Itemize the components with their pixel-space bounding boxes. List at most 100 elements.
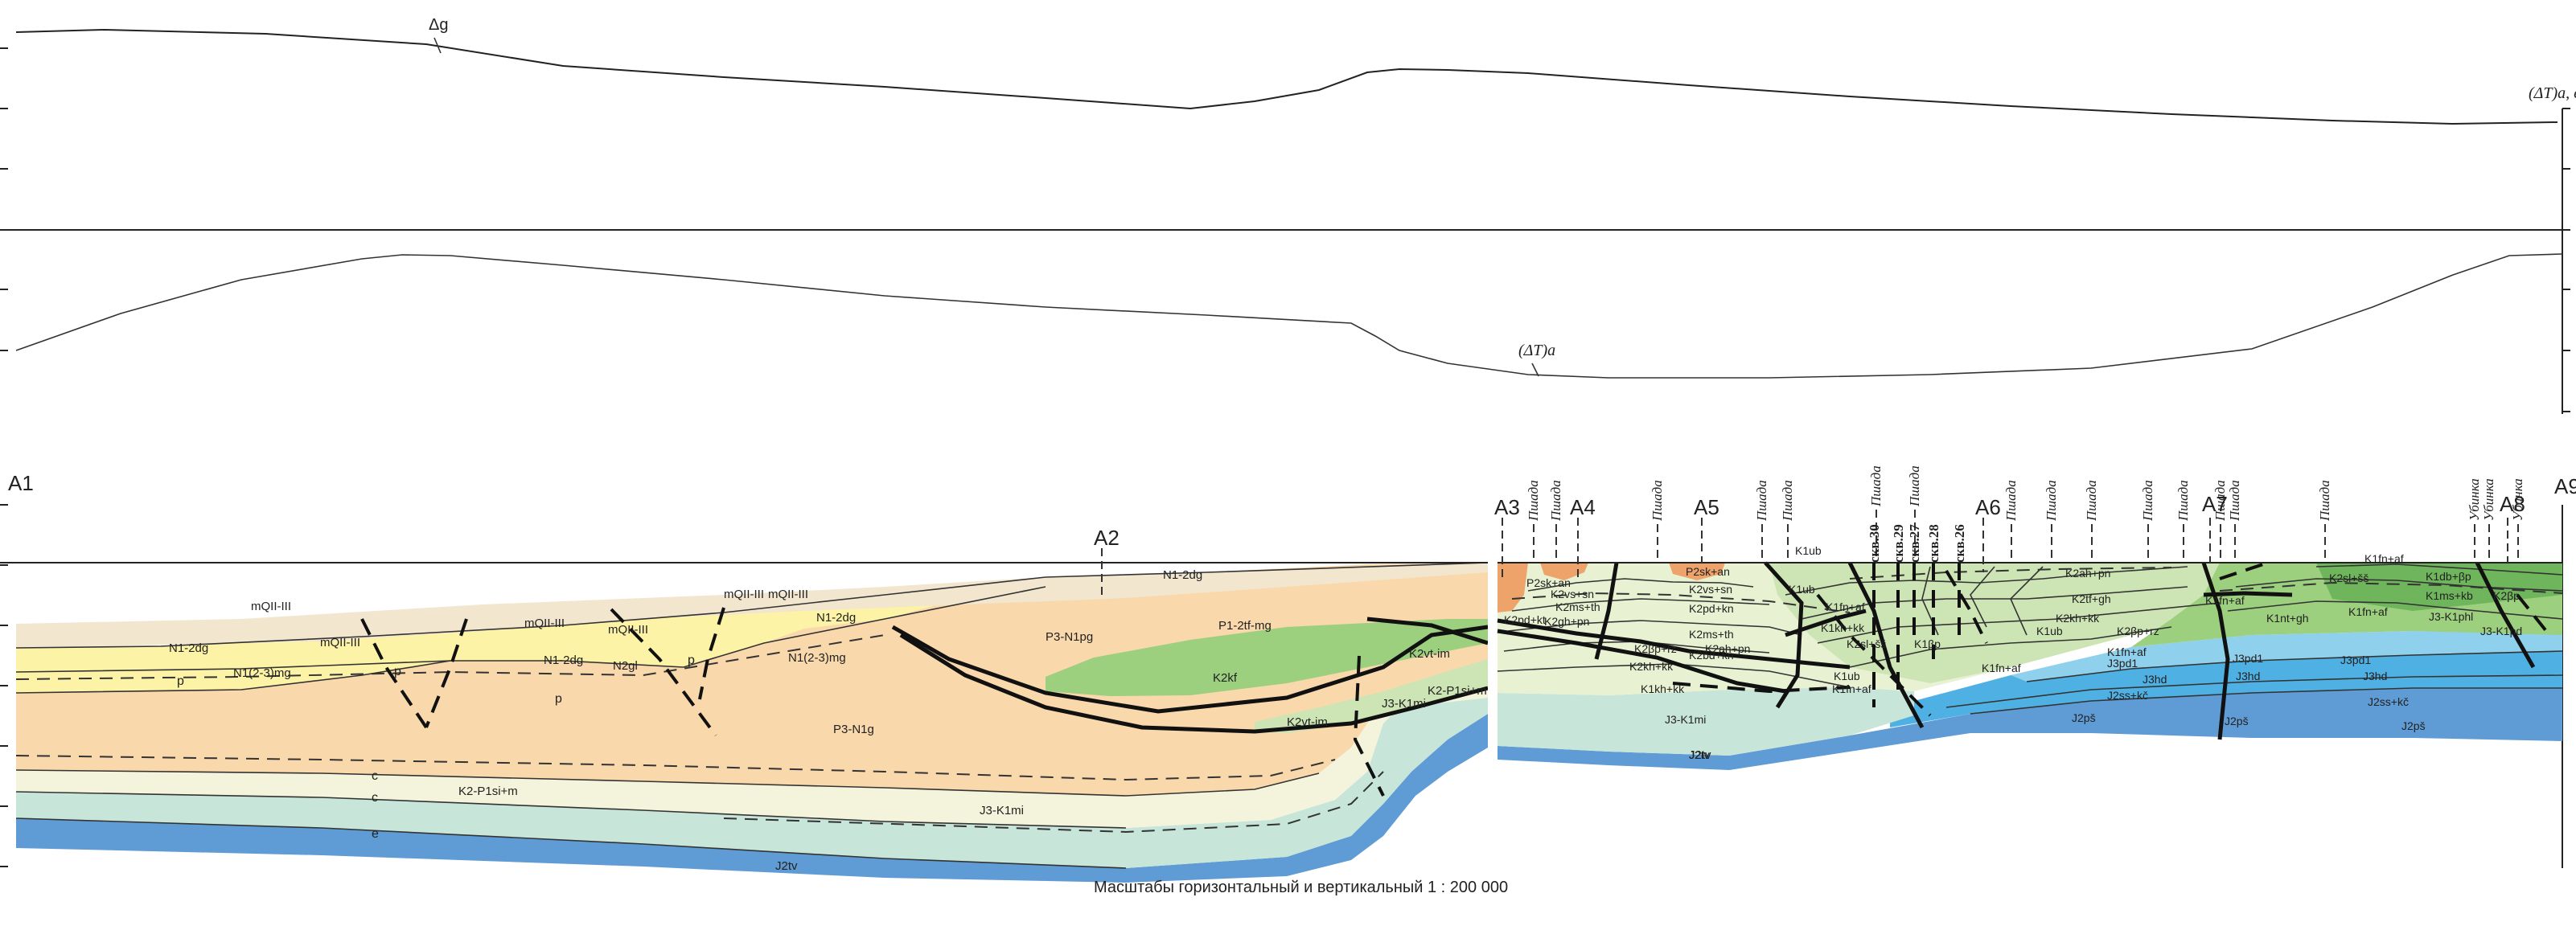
marker-label: c [372,769,378,783]
drill-label: Убинка [2510,478,2525,521]
unit-label: K1ub [1789,583,1815,596]
marker-label: p [688,654,695,667]
well-label: скв.29 [1891,524,1906,563]
unit-J3hd [2011,631,2562,682]
drill-label: Убинка [2467,478,2482,521]
unit-label: K2pd+kt [1504,613,1546,626]
unit-label: P2sk+an [1686,565,1730,578]
thrust-fault [1594,562,1619,660]
unit-label: J2ss+kč [2107,689,2148,702]
magnetic-panel: (ΔT)a [0,230,2570,414]
unit-label: K2sl+šš [1847,637,1886,650]
unit-label: K2vs+sn [1689,583,1732,596]
unit-label: K2vt-im [1287,715,1328,729]
boundary-line [2010,566,2044,636]
gravity-label-leader [433,37,442,54]
drill-label: Пшада [1650,480,1665,522]
thrust-fault [2201,562,2230,740]
unit-label: K1fn+af [2107,645,2147,658]
drill-label: Пшада [1548,480,1563,522]
drill-label: Пшада [2140,480,2155,522]
well-label: скв.26 [1952,524,1967,563]
unit-P2sk-an [1498,563,1528,613]
well-label: скв.28 [1926,524,1941,563]
boundary-line [1970,687,2562,715]
fault-dashed [2219,561,2269,580]
unit-label: K2ah+pn [1705,642,1750,655]
drill-label: Пшада [1526,480,1541,522]
unit-label: K1ub [1834,670,1860,682]
unit-label: K1fn+af [2205,594,2245,607]
unit-label: K2pd+kn [1689,602,1734,615]
unit-label: K1fn+af [1832,682,1871,695]
unit-label: K2-P1si+m [458,785,518,798]
unit-label: J3hd [2143,673,2167,686]
unit-label: K2bd+kn [1689,649,1734,662]
fault-dashed [425,618,468,728]
fault-dashed [1353,655,1385,797]
unit-label: K2kh+kk [1629,660,1674,673]
thrust-fault [1785,608,1867,637]
unit-K1-dark [2316,563,2562,611]
unit-label: mQII-III [608,623,648,637]
unit-label: K2βp+rz [2117,625,2159,637]
unit-label: K2βp+rz [1634,642,1677,655]
unit-label: K1fn+af [1826,600,1865,613]
section-gap [1488,555,1498,748]
gravity-panel: Δg (ΔT)a, ед. [0,16,2576,231]
well-label: скв.30 [1867,524,1882,563]
drill-label: Пшада [1868,465,1884,507]
unit-label: J3-K1mi [980,804,1024,817]
unit-label: K2vs+sn [1551,588,1594,600]
section-panel: p p p p c c e [0,465,2576,883]
thrust-fault [1497,618,1851,670]
boundary-line [1785,566,2188,596]
unit-label: K2ms+th [1555,600,1600,613]
unit-label: K2ah+pn [2065,567,2110,580]
right-unit-labels: P2sk+an P2sk+an K2vs+sn K2vs+sn K2ms+th … [1504,544,2522,761]
fault-dashed [1945,569,1988,644]
unit-label: J3pd1 [2233,652,2263,665]
unit-label: K2kf [1213,671,1238,685]
boundary-line [15,769,1320,797]
unit-J3-K1mi [16,698,1488,868]
unit-label: J2ss+kč [2368,695,2409,708]
magnetic-curve [15,253,2563,379]
boundary-line [2315,563,2563,576]
unit-label: J3hd [2236,670,2260,682]
unit-label: N1-2dg [169,641,208,655]
boundary-line [15,791,1127,829]
unit-label: N2gl [613,659,638,673]
unit-label: K1db+βp [2426,570,2471,583]
unit-label: K2tf+gh [2072,592,2111,605]
magnetic-curve-label: (ΔT)a [1518,342,1555,359]
unit-label: mQII-III [524,617,565,630]
drill-label: Пшада [2084,480,2099,522]
unit-label: K2-P1si+m [1428,684,1487,698]
unit-label: K1ms+kb [2426,589,2473,602]
point-label-A4: A4 [1570,495,1596,519]
point-label-A3: A3 [1494,495,1520,519]
boundary-line [1970,566,1995,628]
unit-label: K1ub [2036,625,2063,637]
unit-label: N1-2dg [544,654,583,667]
boundary-line [2235,578,2563,592]
unit-label: K2ms+th [1689,628,1734,641]
unit-label: K2gh+pn [1544,615,1589,628]
thrust-fault [2203,591,2293,597]
drill-label: Пшада [2003,480,2019,522]
unit-label: P3-N1pg [1046,630,1093,644]
scale-caption: Масштабы горизонтальный и вертикальный 1… [1094,879,1508,896]
point-label-A5: A5 [1694,495,1719,519]
unit-label: K1βp [1914,637,1941,650]
unit-label: J2tv [775,859,798,873]
fault-dashed [2516,593,2551,637]
drill-label: Пшада [2227,480,2242,522]
unit-P3-N1g [16,563,1488,796]
point-label-A1: A1 [8,471,34,495]
magnetic-right-label: (ΔT)a, ед. [2529,84,2576,102]
unit-label: mQII-III [768,588,808,601]
unit-label: P1-2tf-mg [1218,619,1272,633]
unit-label: J2pš [2072,711,2096,724]
